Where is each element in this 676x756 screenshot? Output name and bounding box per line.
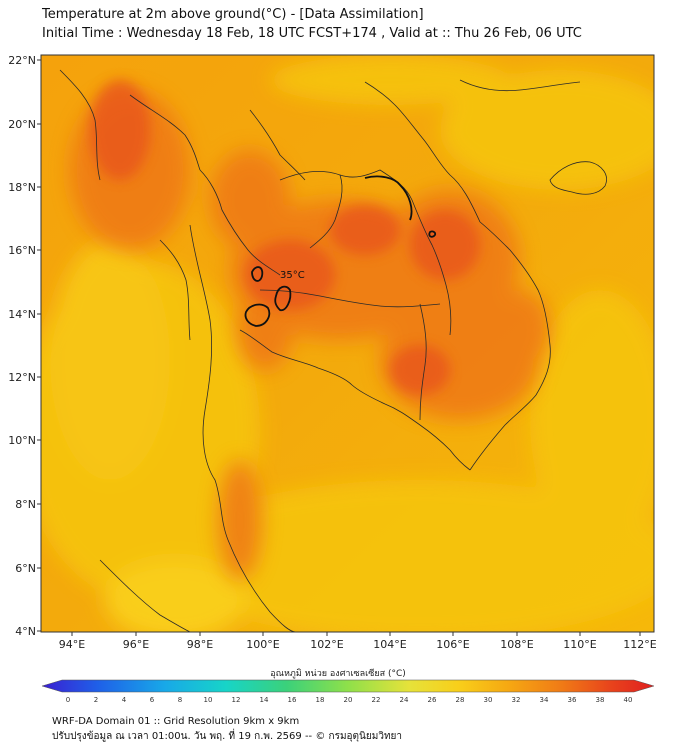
lat-label: 18°N <box>8 181 36 194</box>
lon-label: 100°E <box>246 638 279 651</box>
lat-label: 14°N <box>8 308 36 321</box>
colorbar-tick-label: 12 <box>232 696 241 704</box>
axis-ticks <box>37 59 641 636</box>
colorbar-tick-label: 34 <box>540 696 549 704</box>
colorbar-tick-label: 28 <box>456 696 465 704</box>
colorbar-tick-label: 20 <box>344 696 353 704</box>
lat-label: 8°N <box>15 498 36 511</box>
lat-label: 6°N <box>15 562 36 575</box>
lon-label: 110°E <box>563 638 596 651</box>
lon-labels: 94°E 96°E 98°E 100°E 102°E 104°E 106°E 1… <box>59 638 657 651</box>
lat-label: 20°N <box>8 118 36 131</box>
lon-label: 104°E <box>373 638 406 651</box>
country-borders <box>59 69 607 632</box>
lat-label: 22°N <box>8 54 36 67</box>
lat-label: 4°N <box>15 625 36 638</box>
colorbar-units: อุณหภูมิ หน่วย องศาเซลเซียส (°C) <box>270 669 406 679</box>
colorbar-tick-label: 26 <box>428 696 437 704</box>
colorbar-tick-label: 36 <box>568 696 577 704</box>
colorbar-tick-label: 32 <box>512 696 521 704</box>
colorbar-tick-label: 24 <box>400 696 409 704</box>
colorbar-tick-label: 2 <box>94 696 98 704</box>
colorbar-tick-label: 40 <box>624 696 633 704</box>
colorbar-tick-label: 22 <box>372 696 381 704</box>
colorbar-ticks: 0 2 4 6 8 10 12 14 16 18 20 22 24 26 28 30 32 34 36 38 40 <box>66 696 633 704</box>
footer-line-2: ปรับปรุงข้อมูล ณ เวลา 01:00น. วัน พฤ. ที… <box>52 731 403 742</box>
colorbar-tick-label: 16 <box>288 696 297 704</box>
lon-label: 108°E <box>500 638 533 651</box>
colorbar-tick-label: 14 <box>260 696 269 704</box>
lon-label: 112°E <box>623 638 656 651</box>
colorbar-tick-label: 30 <box>484 696 493 704</box>
lat-label: 16°N <box>8 244 36 257</box>
lon-label: 102°E <box>310 638 343 651</box>
footer-line-1: WRF-DA Domain 01 :: Grid Resolution 9km … <box>52 716 300 727</box>
map-subtitle: Initial Time : Wednesday 18 Feb, 18 UTC … <box>42 26 582 41</box>
lon-label: 96°E <box>123 638 149 651</box>
contour-35c <box>244 175 437 327</box>
temperature-field <box>41 55 654 632</box>
map-frame <box>40 54 655 633</box>
lon-label: 106°E <box>436 638 469 651</box>
colorbar-tick-label: 6 <box>150 696 155 704</box>
colorbar: 0 2 4 6 8 10 12 14 16 18 20 22 24 26 28 30 32 34 36 38 40 <box>41 679 655 704</box>
colorbar-tick-label: 18 <box>316 696 325 704</box>
lon-label: 94°E <box>59 638 85 651</box>
map-title: Temperature at 2m above ground(°C) - [Da… <box>42 7 424 22</box>
colorbar-tick-label: 8 <box>178 696 182 704</box>
lat-label: 10°N <box>8 434 36 447</box>
colorbar-tick-label: 10 <box>204 696 213 704</box>
contour-label: 35°C <box>280 270 305 281</box>
lon-label: 98°E <box>187 638 213 651</box>
lat-labels: 22°N 20°N 18°N 16°N 14°N 12°N 10°N 8°N 6… <box>8 54 36 638</box>
colorbar-tick-label: 0 <box>66 696 70 704</box>
lat-label: 12°N <box>8 371 36 384</box>
colorbar-tick-label: 38 <box>596 696 605 704</box>
colorbar-tick-label: 4 <box>122 696 127 704</box>
